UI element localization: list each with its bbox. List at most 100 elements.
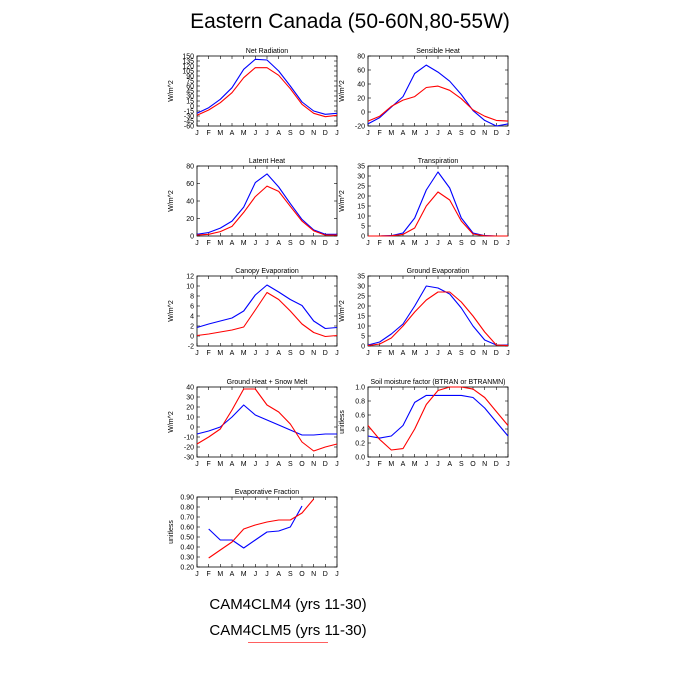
x-tick-label: J bbox=[425, 240, 429, 247]
x-tick-label: J bbox=[425, 461, 429, 468]
series-line bbox=[367, 285, 508, 346]
x-tick-label: J bbox=[195, 350, 199, 357]
y-tick-label: 30 bbox=[357, 283, 365, 290]
y-tick-label: 40 bbox=[186, 384, 194, 391]
series-line bbox=[196, 185, 337, 236]
x-tick-label: S bbox=[459, 461, 464, 468]
x-tick-label: N bbox=[482, 350, 487, 357]
x-tick-label: M bbox=[217, 350, 223, 357]
x-tick-label: D bbox=[323, 240, 328, 247]
series-line bbox=[196, 58, 338, 115]
x-tick-label: A bbox=[230, 571, 235, 578]
chart-panel: Ground Heat + Snow Melt -30 -20 -10 0 10 20 30 4… bbox=[168, 379, 339, 468]
y-tick-label: -20 bbox=[355, 123, 365, 130]
series-line bbox=[208, 498, 315, 559]
y-tick-label: 0.4 bbox=[355, 426, 365, 433]
x-tick-label: J bbox=[436, 130, 440, 137]
y-tick-label: 0.40 bbox=[180, 544, 194, 551]
y-tick-label: 0.50 bbox=[180, 534, 194, 541]
x-tick-label: A bbox=[276, 350, 281, 357]
x-tick-label: M bbox=[388, 130, 394, 137]
y-tick-label: 0.90 bbox=[180, 494, 194, 501]
y-axis-label: W/m^2 bbox=[339, 300, 346, 322]
x-tick-label: S bbox=[459, 240, 464, 247]
x-tick-label: J bbox=[265, 130, 269, 137]
y-tick-label: -60 bbox=[184, 123, 194, 130]
x-tick-label: S bbox=[459, 130, 464, 137]
series-line bbox=[367, 394, 509, 439]
x-tick-label: D bbox=[494, 240, 499, 247]
y-tick-label: 0.30 bbox=[180, 554, 194, 561]
x-tick-label: M bbox=[217, 571, 223, 578]
x-tick-label: S bbox=[288, 130, 293, 137]
y-tick-label: 0 bbox=[190, 233, 194, 240]
series-line bbox=[367, 386, 509, 451]
x-tick-label: J bbox=[254, 571, 258, 578]
x-tick-label: M bbox=[217, 461, 223, 468]
x-tick-label: J bbox=[506, 461, 510, 468]
y-tick-label: 120 bbox=[182, 63, 194, 70]
x-tick-label: D bbox=[323, 350, 328, 357]
chart-title: Latent Heat bbox=[249, 158, 285, 165]
x-tick-label: J bbox=[436, 350, 440, 357]
x-tick-label: O bbox=[299, 350, 305, 357]
series-line bbox=[196, 291, 338, 338]
plot-frame bbox=[367, 165, 509, 237]
y-tick-label: 8 bbox=[190, 293, 194, 300]
chart-title: Ground Evaporation bbox=[407, 268, 470, 275]
x-tick-label: S bbox=[459, 350, 464, 357]
chart-title: Ground Heat + Snow Melt bbox=[227, 379, 308, 386]
series-line bbox=[208, 505, 303, 549]
y-tick-label: 0 bbox=[190, 333, 194, 340]
y-axis-label: W/m^2 bbox=[168, 80, 175, 102]
y-tick-label: 10 bbox=[186, 414, 194, 421]
x-tick-label: J bbox=[436, 461, 440, 468]
x-tick-label: A bbox=[447, 350, 452, 357]
y-tick-label: 35 bbox=[357, 163, 365, 170]
y-tick-label: 10 bbox=[357, 213, 365, 220]
x-tick-label: J bbox=[366, 240, 370, 247]
chart-panel: Evaporative Fraction 0.20 0.30 0.40 0.50 0.60… bbox=[168, 489, 339, 578]
y-tick-label: 5 bbox=[361, 223, 365, 230]
x-tick-label: F bbox=[378, 461, 382, 468]
y-tick-label: 25 bbox=[357, 293, 365, 300]
x-tick-label: D bbox=[323, 130, 328, 137]
x-tick-label: N bbox=[311, 130, 316, 137]
x-tick-label: A bbox=[401, 350, 406, 357]
x-tick-label: J bbox=[265, 571, 269, 578]
y-tick-label: 15 bbox=[357, 203, 365, 210]
x-tick-label: A bbox=[276, 461, 281, 468]
y-tick-label: 2 bbox=[190, 323, 194, 330]
x-tick-label: D bbox=[494, 130, 499, 137]
y-tick-label: 0.80 bbox=[180, 504, 194, 511]
y-tick-label: -10 bbox=[184, 434, 194, 441]
x-tick-label: F bbox=[207, 350, 211, 357]
y-axis-label: unitless bbox=[168, 520, 175, 544]
y-tick-label: 60 bbox=[186, 83, 194, 90]
x-tick-label: J bbox=[254, 240, 258, 247]
x-tick-label: O bbox=[299, 130, 305, 137]
plot-frame bbox=[196, 386, 338, 458]
x-tick-label: O bbox=[299, 240, 305, 247]
series-line bbox=[196, 404, 337, 436]
y-tick-label: 1.0 bbox=[355, 384, 365, 391]
y-tick-label: 105 bbox=[182, 68, 194, 75]
y-axis-label: W/m^2 bbox=[168, 190, 175, 212]
x-tick-label: O bbox=[299, 571, 305, 578]
x-tick-label: F bbox=[207, 461, 211, 468]
x-tick-label: S bbox=[288, 461, 293, 468]
y-tick-label: 30 bbox=[357, 173, 365, 180]
x-tick-label: J bbox=[335, 350, 339, 357]
x-tick-label: O bbox=[470, 240, 476, 247]
plot-frame bbox=[196, 55, 338, 127]
y-tick-label: -15 bbox=[184, 108, 194, 115]
y-tick-label: 0.0 bbox=[355, 454, 365, 461]
y-tick-label: 0.8 bbox=[355, 398, 365, 405]
x-tick-label: J bbox=[366, 350, 370, 357]
plot-frame bbox=[196, 275, 338, 347]
x-tick-label: J bbox=[506, 240, 510, 247]
